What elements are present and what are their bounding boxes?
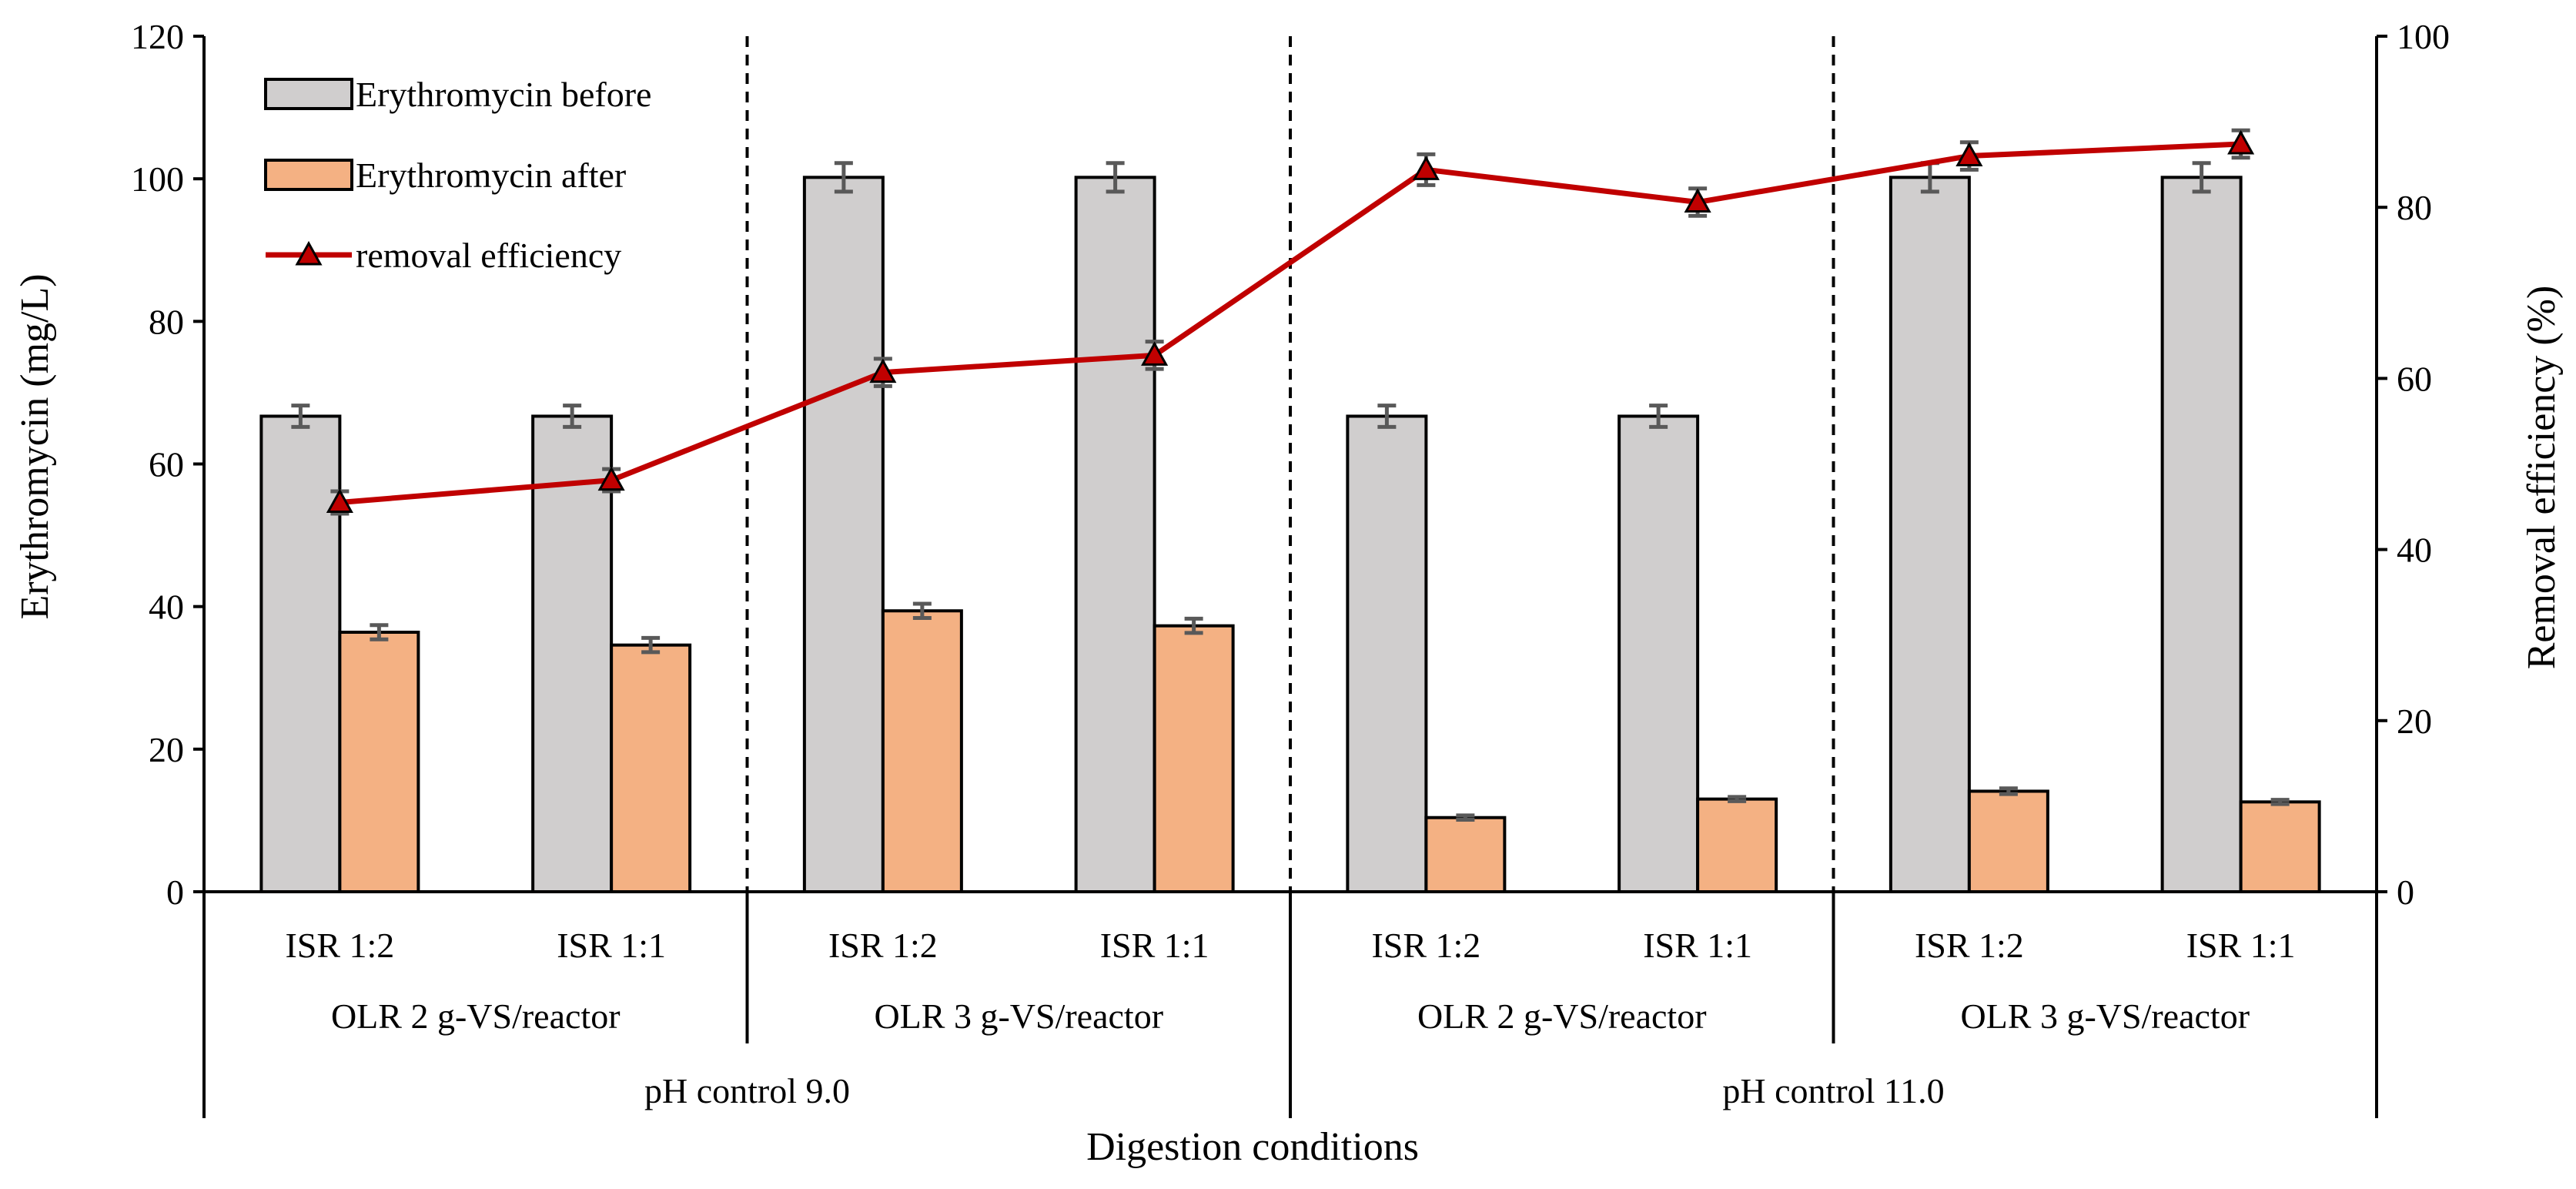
removal-efficiency-point bbox=[1412, 156, 1440, 180]
y2-tick-label: 60 bbox=[2397, 359, 2432, 398]
bar-after bbox=[338, 630, 420, 893]
ph-group-label: pH control 9.0 bbox=[644, 1071, 850, 1110]
y-tick-label: 60 bbox=[149, 445, 184, 484]
removal-efficiency-point bbox=[869, 358, 897, 383]
bar-before bbox=[1346, 414, 1428, 893]
legend-swatch-before bbox=[264, 78, 353, 110]
bar-after bbox=[1696, 797, 1778, 894]
category-label: ISR 1:1 bbox=[557, 926, 666, 965]
y-tick-label: 0 bbox=[166, 872, 184, 912]
y-tick-label: 100 bbox=[131, 159, 184, 199]
removal-efficiency-point bbox=[597, 466, 625, 491]
group-label: OLR 3 g-VS/reactor bbox=[1960, 996, 2250, 1036]
removal-efficiency-point bbox=[1141, 341, 1169, 366]
y2-axis-title: Removal efficiency (%) bbox=[2520, 286, 2564, 670]
category-label: ISR 1:2 bbox=[1915, 926, 2024, 965]
removal-efficiency-point bbox=[326, 488, 353, 513]
bar-after bbox=[2239, 800, 2321, 893]
y2-tick-label: 40 bbox=[2397, 531, 2432, 570]
bar-after bbox=[1153, 624, 1235, 894]
bar-before bbox=[259, 414, 342, 893]
x-axis-title: Digestion conditions bbox=[1086, 1125, 1419, 1169]
removal-efficiency-line bbox=[340, 141, 2241, 505]
bar-before bbox=[1618, 414, 1700, 893]
removal-efficiency-point bbox=[1955, 142, 1983, 167]
bar-before bbox=[802, 176, 885, 893]
ph-group-label: pH control 11.0 bbox=[1722, 1071, 1944, 1110]
legend-label: Erythromycin after bbox=[356, 156, 626, 195]
removal-efficiency-point bbox=[1684, 188, 1711, 213]
category-label: ISR 1:1 bbox=[1643, 926, 1752, 965]
legend-label: removal efficiency bbox=[356, 236, 621, 275]
group-label: OLR 3 g-VS/reactor bbox=[874, 996, 1163, 1036]
bar-after bbox=[1424, 816, 1507, 894]
category-label: ISR 1:2 bbox=[285, 926, 394, 965]
y2-tick-label: 20 bbox=[2397, 702, 2432, 741]
y-tick-label: 20 bbox=[149, 730, 184, 769]
legend-swatch-after bbox=[264, 159, 353, 191]
bar-after bbox=[881, 609, 963, 893]
y2-tick-label: 0 bbox=[2397, 872, 2414, 912]
bar-before bbox=[1074, 176, 1156, 893]
bar-after bbox=[610, 643, 692, 894]
y-tick-label: 80 bbox=[149, 302, 184, 341]
group-label: OLR 2 g-VS/reactor bbox=[1417, 996, 1707, 1036]
bar-before bbox=[2160, 176, 2243, 893]
bar-before bbox=[1889, 176, 1971, 893]
y-tick-label: 120 bbox=[131, 17, 184, 56]
category-label: ISR 1:2 bbox=[1371, 926, 1480, 965]
category-label: ISR 1:2 bbox=[828, 926, 938, 965]
legend-label: Erythromycin before bbox=[356, 75, 651, 114]
bar-after bbox=[1967, 789, 2049, 894]
category-label: ISR 1:1 bbox=[2186, 926, 2296, 965]
y2-tick-label: 80 bbox=[2397, 188, 2432, 227]
y-axis-title: Erythromycin (mg/L) bbox=[13, 273, 57, 619]
y2-tick-label: 100 bbox=[2397, 17, 2450, 56]
group-label: OLR 2 g-VS/reactor bbox=[331, 996, 621, 1036]
legend-triangle-marker bbox=[295, 240, 323, 266]
y-tick-label: 40 bbox=[149, 588, 184, 627]
category-label: ISR 1:1 bbox=[1100, 926, 1209, 965]
removal-efficiency-point bbox=[2227, 129, 2255, 155]
